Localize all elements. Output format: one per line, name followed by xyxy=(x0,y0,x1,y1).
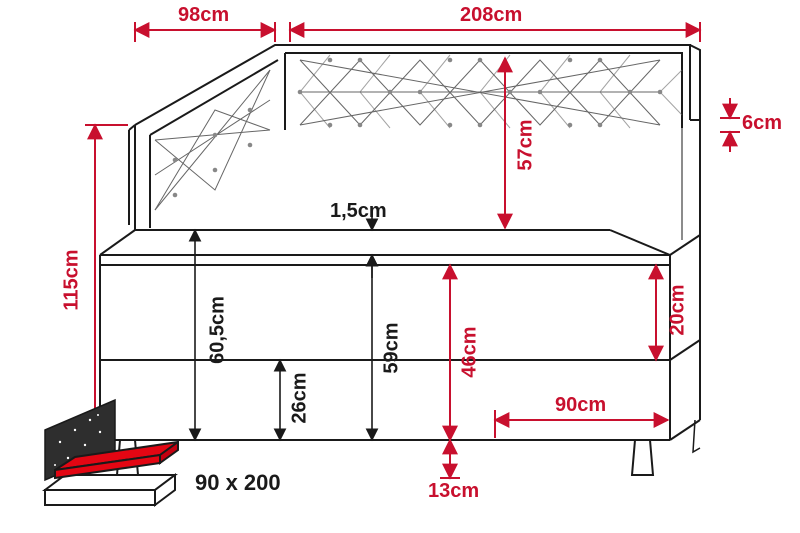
dim-mattress-thickness: 1,5cm xyxy=(330,200,387,223)
dim-leg-height: 13cm xyxy=(428,480,479,503)
dim-top-depth: 98cm xyxy=(178,4,229,27)
dim-base-to-seam: 60,5cm xyxy=(207,296,230,364)
mattress-size-text: 90 x 200 xyxy=(195,470,281,496)
tufting-side xyxy=(155,70,270,210)
dim-height-total: 115cm xyxy=(61,249,84,310)
bed-line-drawing xyxy=(0,0,800,533)
dim-top-length: 208cm xyxy=(460,4,522,27)
dim-headboard-thickness: 6cm xyxy=(742,112,782,135)
dim-box-height: 20cm xyxy=(667,284,690,335)
dim-bed-width: 90cm xyxy=(555,394,606,417)
dim-under-mattress: 59cm xyxy=(381,322,404,373)
dim-drawer-height: 26cm xyxy=(289,372,312,423)
dim-seat-height: 46cm xyxy=(459,326,482,377)
mattress-size-icon xyxy=(45,400,178,505)
dim-headboard-drop: 57cm xyxy=(515,119,538,170)
diagram-stage: 98cm 208cm 115cm 57cm 6cm 1,5cm 20cm 90c… xyxy=(0,0,800,533)
tufting-back xyxy=(300,55,682,128)
